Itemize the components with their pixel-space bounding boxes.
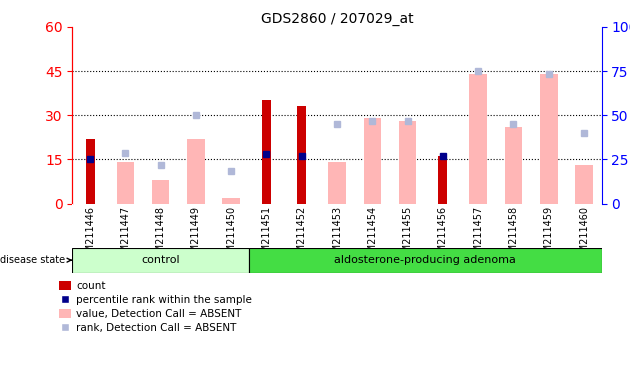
Text: GSM211446: GSM211446: [85, 206, 95, 265]
Text: GSM211451: GSM211451: [261, 206, 272, 265]
Bar: [187, 139, 205, 204]
Bar: [575, 165, 593, 204]
Text: GSM211449: GSM211449: [191, 206, 201, 265]
Text: GSM211458: GSM211458: [508, 206, 518, 265]
Bar: [328, 162, 346, 204]
Bar: [364, 118, 381, 204]
FancyBboxPatch shape: [249, 248, 602, 273]
Text: GSM211459: GSM211459: [544, 206, 554, 265]
Bar: [399, 121, 416, 204]
FancyBboxPatch shape: [72, 248, 249, 273]
Bar: [438, 156, 447, 204]
Text: GSM211447: GSM211447: [120, 206, 130, 265]
Bar: [152, 180, 169, 204]
Text: GDS2860 / 207029_at: GDS2860 / 207029_at: [261, 12, 413, 25]
Bar: [117, 162, 134, 204]
Text: GSM211453: GSM211453: [332, 206, 342, 265]
Bar: [222, 198, 240, 204]
Text: GSM211452: GSM211452: [297, 206, 307, 265]
Bar: [469, 74, 487, 204]
Text: disease state: disease state: [0, 255, 71, 265]
Legend: count, percentile rank within the sample, value, Detection Call = ABSENT, rank, : count, percentile rank within the sample…: [55, 278, 255, 336]
Text: control: control: [141, 255, 180, 265]
Text: GSM211460: GSM211460: [579, 206, 589, 265]
Text: GSM211454: GSM211454: [367, 206, 377, 265]
Bar: [86, 139, 94, 204]
Text: GSM211456: GSM211456: [438, 206, 448, 265]
Text: aldosterone-producing adenoma: aldosterone-producing adenoma: [335, 255, 516, 265]
Bar: [540, 74, 558, 204]
Bar: [262, 101, 271, 204]
Text: GSM211450: GSM211450: [226, 206, 236, 265]
Text: GSM211448: GSM211448: [156, 206, 166, 265]
Bar: [505, 127, 522, 204]
Text: GSM211455: GSM211455: [403, 206, 413, 265]
Bar: [297, 106, 306, 204]
Text: GSM211457: GSM211457: [473, 206, 483, 265]
